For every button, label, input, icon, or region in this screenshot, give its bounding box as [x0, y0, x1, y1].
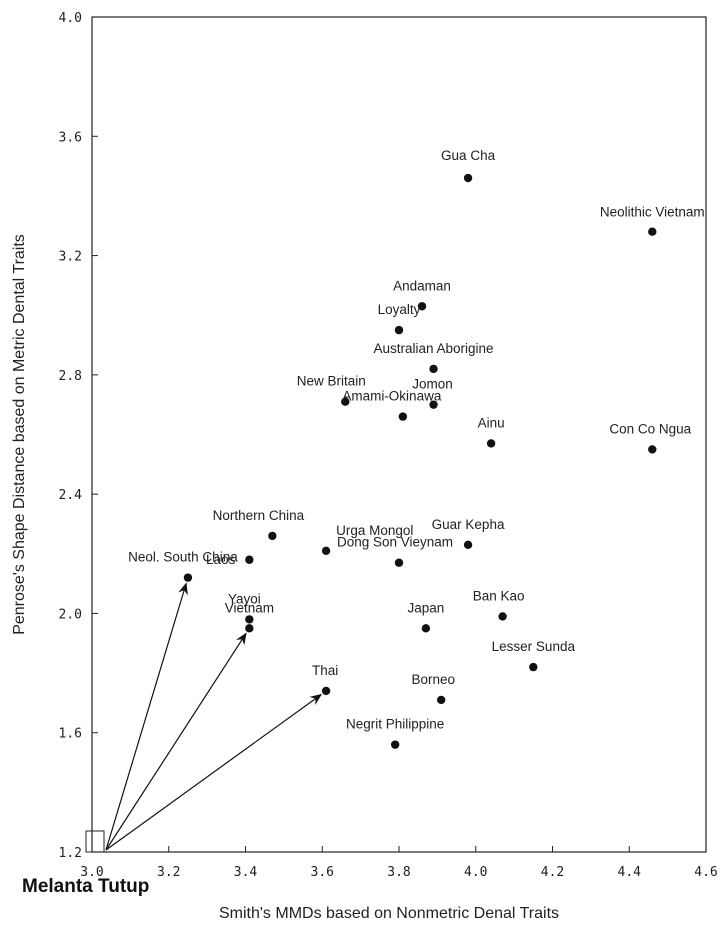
y-tick-label: 2.0 — [59, 607, 82, 622]
data-point — [498, 612, 507, 621]
point-label: Negrit Philippine — [346, 717, 444, 732]
point-label: Japan — [407, 600, 444, 615]
x-tick-label: 3.6 — [311, 865, 334, 880]
y-tick-label: 1.2 — [59, 846, 82, 861]
data-point — [245, 624, 254, 633]
data-point — [463, 173, 473, 183]
point-label: Andaman — [393, 278, 451, 293]
data-point — [268, 531, 277, 541]
origin-label: Melanta Tutup — [22, 876, 149, 897]
origin-box — [85, 830, 105, 853]
arrow — [105, 582, 188, 851]
x-tick-label: 4.0 — [464, 865, 487, 880]
point-label: Yayoi — [228, 591, 261, 606]
data-point — [417, 302, 427, 311]
y-tick-label: 2.8 — [59, 369, 82, 384]
y-tick-label: 4.0 — [59, 11, 82, 26]
point-label: Vietnam — [225, 600, 274, 615]
point-label: Northern China — [213, 508, 305, 523]
point-label: Australian Aborigine — [373, 341, 493, 356]
point-label: Dong Son Vieynam — [337, 535, 453, 550]
data-point — [429, 400, 438, 409]
data-point — [321, 546, 331, 556]
data-point — [648, 227, 657, 236]
data-point — [341, 397, 350, 406]
point-label: Urga Mongol — [336, 523, 413, 538]
point-label: Lesser Sunda — [492, 639, 576, 654]
y-tick-label: 3.6 — [59, 130, 82, 145]
data-point — [394, 558, 404, 567]
y-tick-label: 1.6 — [59, 727, 82, 742]
point-label: Guar Kepha — [432, 517, 505, 532]
point-label: Con Co Ngua — [609, 421, 691, 436]
x-axis-ticks: 3.0 3.2 3.4 3.6 3.8 4.0 4.2 4.4 4.6 — [80, 846, 718, 880]
arrow — [105, 693, 323, 851]
point-label: Thai — [312, 663, 338, 678]
data-point — [398, 412, 408, 421]
x-tick-label: 4.4 — [618, 865, 642, 880]
data-point — [245, 555, 254, 564]
point-label: Ban Kao — [473, 588, 525, 603]
data-point — [529, 662, 538, 672]
data-point — [321, 686, 331, 696]
point-label: Borneo — [411, 672, 455, 687]
y-axis-title: Penrose's Shape Distance based on Metric… — [11, 234, 28, 635]
data-point — [245, 615, 254, 624]
x-tick-label: 3.0 — [80, 865, 103, 880]
arrows — [105, 582, 323, 851]
x-tick-label: 4.6 — [694, 865, 717, 880]
point-label: Jomon — [412, 377, 453, 392]
data-point — [394, 325, 404, 335]
data-point — [429, 364, 438, 374]
point-label: Ainu — [478, 415, 505, 430]
point-label: Loyalty — [378, 302, 421, 317]
data-point — [421, 624, 431, 633]
data-point — [390, 740, 400, 749]
data-point — [486, 439, 496, 448]
arrow — [105, 632, 247, 851]
y-axis-ticks: 1.2 1.6 2.0 2.4 2.8 3.2 3.6 4.0 — [59, 11, 98, 861]
x-tick-label: 3.4 — [234, 865, 258, 880]
x-tick-label: 3.2 — [157, 865, 180, 880]
point-label: Laos — [206, 552, 236, 567]
point-label: New Britain — [297, 374, 366, 389]
data-point — [183, 573, 193, 582]
data-points — [183, 173, 657, 749]
point-label: Gua Cha — [441, 148, 496, 163]
x-axis-title: Smith's MMDs based on Nonmetric Denal Tr… — [219, 905, 559, 922]
data-point — [648, 445, 657, 454]
point-label: Amami-Okinawa — [342, 389, 442, 404]
point-labels: Gua Cha Neolithic Vietnam Andaman Loyalty Au… — [128, 148, 705, 732]
y-tick-label: 2.4 — [59, 488, 83, 503]
point-label: Neol. South China — [128, 550, 238, 565]
data-point — [437, 695, 446, 705]
point-label: Neolithic Vietnam — [600, 205, 705, 220]
x-tick-label: 3.8 — [387, 865, 410, 880]
data-point — [463, 540, 473, 550]
x-tick-label: 4.2 — [541, 865, 564, 880]
y-tick-label: 3.2 — [59, 250, 82, 265]
